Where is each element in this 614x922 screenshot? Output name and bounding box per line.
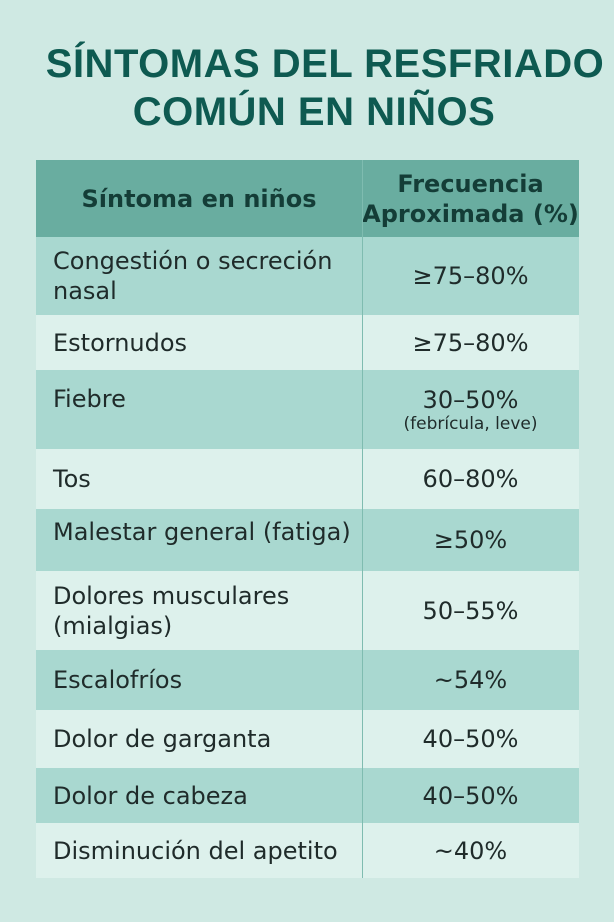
symptom-cell: Tos [36, 449, 362, 509]
frequency-cell: 50–55% [362, 571, 579, 650]
header-frequency-label-2: Aproximada (%) [362, 199, 579, 228]
table-row: Fiebre 30–50% (febrícula, leve) [36, 370, 579, 449]
symptom-text-1: Dolor de garganta [53, 725, 272, 753]
frequency-value: ~54% [433, 666, 508, 694]
symptom-cell: Malestar general (fatiga) [36, 509, 362, 571]
frequency-value: ≥75–80% [412, 262, 529, 290]
frequency-cell: 40–50% [362, 768, 579, 823]
frequency-cell: 60–80% [362, 449, 579, 509]
symptom-text-1: Tos [53, 465, 91, 493]
frequency-value: 40–50% [422, 725, 519, 753]
symptom-cell: Dolor de cabeza [36, 768, 362, 823]
column-divider [362, 160, 363, 878]
symptom-cell: Fiebre [36, 370, 362, 449]
frequency-cell: 30–50% (febrícula, leve) [362, 370, 579, 449]
header-symptom-cell: Síntoma en niños [36, 160, 362, 237]
frequency-cell: ~54% [362, 650, 579, 710]
frequency-cell: ~40% [362, 823, 579, 878]
header-symptom-label: Síntoma en niños [81, 184, 317, 213]
symptom-text-1: Fiebre [53, 385, 126, 413]
symptom-text-1: Malestar general (fatiga) [53, 518, 351, 546]
symptom-text-2: (mialgias) [53, 611, 173, 640]
symptom-cell: Estornudos [36, 315, 362, 370]
table-row: Escalofríos ~54% [36, 650, 579, 710]
symptom-text-1: Dolor de cabeza [53, 781, 248, 810]
table-row: Dolor de garganta 40–50% [36, 710, 579, 768]
frequency-note: (febrícula, leve) [403, 413, 538, 434]
frequency-value: ≥75–80% [412, 328, 529, 357]
table-row: Congestión o secreción nasal ≥75–80% [36, 237, 579, 315]
frequency-value: 60–80% [422, 465, 519, 493]
frequency-cell: ≥75–80% [362, 315, 579, 370]
title-line-2: COMÚN EN NIÑOS [132, 90, 496, 134]
table-row: Tos 60–80% [36, 449, 579, 509]
symptom-text-1: Dolores musculares [53, 581, 290, 610]
symptom-cell: Dolor de garganta [36, 710, 362, 768]
table-row: Malestar general (fatiga) ≥50% [36, 509, 579, 571]
symptom-text-2: nasal [53, 277, 117, 305]
symptom-text-1: Disminución del apetito [53, 836, 338, 865]
symptom-cell: Dolores musculares (mialgias) [36, 571, 362, 650]
symptom-text-1: Congestión o secreción [53, 247, 333, 275]
symptom-text-1: Escalofríos [53, 666, 183, 694]
table-row: Disminución del apetito ~40% [36, 823, 579, 878]
table-header-row: Síntoma en niños Frecuencia Aproximada (… [36, 160, 579, 237]
frequency-cell: ≥50% [362, 509, 579, 571]
frequency-value: ~40% [433, 836, 508, 865]
frequency-cell: 40–50% [362, 710, 579, 768]
frequency-value: 30–50% [422, 385, 519, 414]
frequency-value: ≥50% [433, 526, 508, 554]
symptom-cell: Disminución del apetito [36, 823, 362, 878]
frequency-value: 50–55% [422, 596, 519, 625]
table-row: Estornudos ≥75–80% [36, 315, 579, 370]
symptom-text-1: Estornudos [53, 328, 188, 357]
symptoms-table: Síntoma en niños Frecuencia Aproximada (… [36, 160, 579, 878]
table-row: Dolor de cabeza 40–50% [36, 768, 579, 823]
table-row: Dolores musculares (mialgias) 50–55% [36, 571, 579, 650]
symptom-cell: Congestión o secreción nasal [36, 237, 362, 315]
page-title: SÍNTOMAS DEL RESFRIADO COMÚN EN NIÑOS [0, 40, 614, 136]
symptom-cell: Escalofríos [36, 650, 362, 710]
frequency-cell: ≥75–80% [362, 237, 579, 315]
header-frequency-label-1: Frecuencia [397, 169, 544, 198]
title-line-1: SÍNTOMAS DEL RESFRIADO [45, 42, 605, 86]
frequency-value: 40–50% [422, 781, 519, 810]
header-frequency-cell: Frecuencia Aproximada (%) [362, 160, 579, 237]
